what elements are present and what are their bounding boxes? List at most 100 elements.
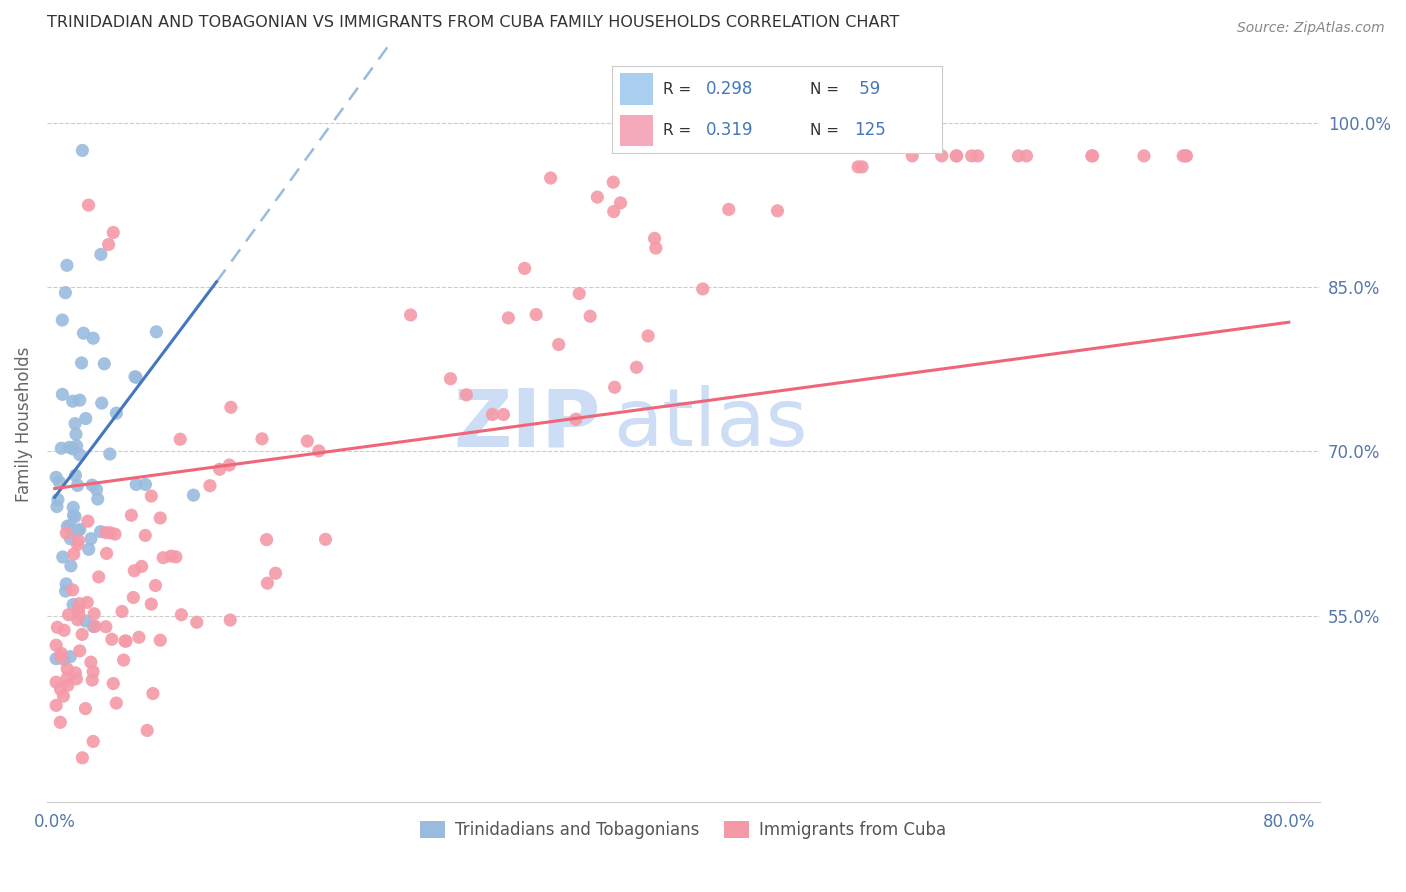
Point (966, 149, 988, 163)
Point (72, 144, 94, 158)
Legend: Trinidadians and Tobagonians, Immigrants from Cuba: Trinidadians and Tobagonians, Immigrants… (413, 814, 953, 847)
Point (524, 308, 547, 322)
Point (87, 570, 110, 584)
Point (149, 633, 172, 648)
Point (51, 646, 73, 660)
Point (125, 477, 148, 491)
Point (56, 258, 79, 272)
Point (45, 470, 67, 484)
Point (264, 566, 287, 581)
Text: R =: R = (662, 123, 696, 137)
Point (256, 533, 278, 547)
Point (98, 525, 121, 540)
Point (766, 203, 789, 218)
Point (45, 638, 67, 652)
Point (62, 394, 84, 409)
Point (52, 652, 75, 666)
Text: Source: ZipAtlas.com: Source: ZipAtlas.com (1237, 21, 1385, 36)
Point (1007, 149, 1029, 163)
Point (45, 500, 67, 514)
Point (169, 432, 191, 446)
Point (170, 607, 193, 622)
Point (1081, 149, 1104, 163)
Point (52, 689, 75, 703)
Point (93, 357, 115, 371)
Point (84, 619, 107, 633)
Point (46, 492, 69, 507)
Point (72, 326, 94, 341)
Point (198, 479, 221, 493)
Point (89, 524, 111, 539)
Point (565, 412, 588, 426)
Point (80, 655, 103, 669)
Point (183, 488, 205, 502)
Point (45, 675, 67, 690)
Point (122, 591, 145, 605)
Point (82, 673, 104, 687)
Point (114, 634, 136, 648)
Point (69, 393, 91, 408)
Point (637, 329, 659, 343)
Point (1175, 149, 1198, 163)
Point (644, 241, 666, 255)
Point (59, 649, 82, 664)
Y-axis label: Family Households: Family Households (15, 346, 32, 501)
Point (250, 432, 273, 446)
Point (586, 190, 609, 204)
Point (901, 149, 924, 163)
Text: TRINIDADIAN AND TOBAGONIAN VS IMMIGRANTS FROM CUBA FAMILY HOUSEHOLDS CORRELATION: TRINIDADIAN AND TOBAGONIAN VS IMMIGRANTS… (46, 15, 900, 30)
Point (602, 175, 624, 189)
Point (1015, 149, 1038, 163)
Point (145, 578, 167, 592)
Point (136, 723, 159, 738)
Point (82, 665, 104, 679)
Point (76, 595, 98, 609)
Text: 59: 59 (855, 80, 880, 98)
Point (69, 523, 91, 537)
Text: N =: N = (810, 123, 844, 137)
Point (142, 687, 165, 701)
Point (219, 401, 242, 415)
Point (67, 597, 90, 611)
Point (69, 448, 91, 462)
Point (513, 261, 536, 276)
Point (145, 325, 167, 339)
Point (456, 388, 478, 402)
Point (160, 549, 183, 563)
Point (219, 613, 242, 627)
Point (63, 417, 86, 431)
Point (1133, 149, 1156, 163)
Point (65, 427, 87, 442)
Point (86, 483, 108, 497)
Point (67, 602, 90, 616)
Point (547, 337, 569, 351)
Point (609, 195, 631, 210)
Point (152, 550, 174, 565)
Point (53, 624, 76, 638)
Point (165, 549, 187, 564)
Point (55, 584, 77, 599)
Point (131, 559, 153, 574)
Point (51, 387, 73, 401)
Point (49, 649, 72, 664)
Point (125, 370, 148, 384)
Point (104, 527, 127, 541)
Point (1081, 149, 1104, 163)
Point (498, 310, 520, 325)
Point (97, 237, 120, 252)
Point (82, 734, 104, 748)
Point (602, 204, 624, 219)
Point (115, 634, 138, 648)
Point (90, 247, 112, 261)
Point (717, 202, 740, 217)
Point (644, 231, 666, 245)
Text: ZIP: ZIP (453, 385, 600, 463)
Point (67, 607, 90, 621)
Point (87, 491, 110, 506)
Point (111, 605, 134, 619)
Point (492, 408, 515, 422)
Point (851, 160, 873, 174)
Point (63, 509, 86, 524)
Point (103, 226, 125, 240)
Point (59, 532, 82, 546)
